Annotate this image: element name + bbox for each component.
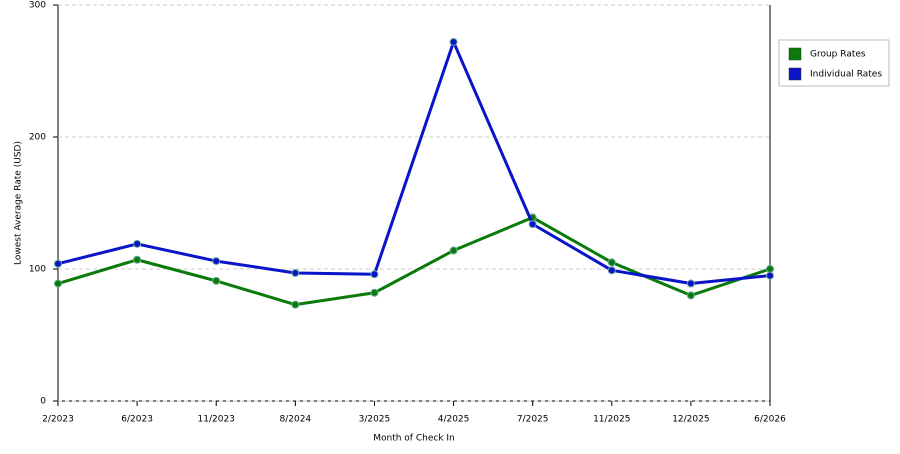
x-tick-label: 11/2025: [593, 415, 630, 425]
data-point: [212, 276, 221, 285]
x-tick-label: 3/2025: [359, 415, 391, 425]
data-point: [449, 37, 458, 46]
x-tick-label: 2/2023: [42, 415, 74, 425]
x-tick-label: 7/2025: [517, 415, 549, 425]
data-point: [54, 259, 62, 268]
legend-swatch: [788, 47, 802, 61]
series-line: [57, 216, 771, 307]
series-line: [57, 40, 771, 286]
x-tick-label: 12/2025: [672, 415, 709, 425]
x-tick-label: 6/2023: [121, 415, 153, 425]
x-tick-label: 4/2025: [438, 415, 470, 425]
data-point: [133, 239, 142, 248]
y-tick-label: 200: [29, 133, 46, 143]
x-tick-label: 11/2023: [198, 415, 235, 425]
y-tick-label: 0: [40, 397, 46, 407]
legend-swatch: [788, 67, 802, 81]
data-point: [449, 246, 458, 255]
data-point: [370, 288, 379, 297]
y-tick-label: 100: [29, 265, 46, 275]
data-point: [133, 255, 142, 264]
data-point: [291, 300, 300, 309]
y-tick-label: 300: [29, 1, 46, 11]
y-axis-title: Lowest Average Rate (USD): [14, 141, 24, 265]
data-point: [766, 271, 774, 280]
data-point: [370, 270, 379, 279]
x-tick-label: 6/2026: [754, 415, 786, 425]
legend-label: Individual Rates: [810, 70, 882, 80]
data-point: [686, 279, 695, 288]
data-point: [54, 279, 62, 288]
data-point: [528, 220, 537, 229]
data-point: [212, 257, 221, 266]
data-point: [607, 258, 616, 267]
data-point: [686, 291, 695, 300]
x-axis-title: Month of Check In: [373, 434, 455, 444]
legend-label: Group Rates: [810, 50, 866, 60]
data-point: [766, 265, 774, 273]
data-point: [607, 266, 616, 275]
x-tick-label: 8/2024: [279, 415, 311, 425]
data-point: [291, 268, 300, 277]
